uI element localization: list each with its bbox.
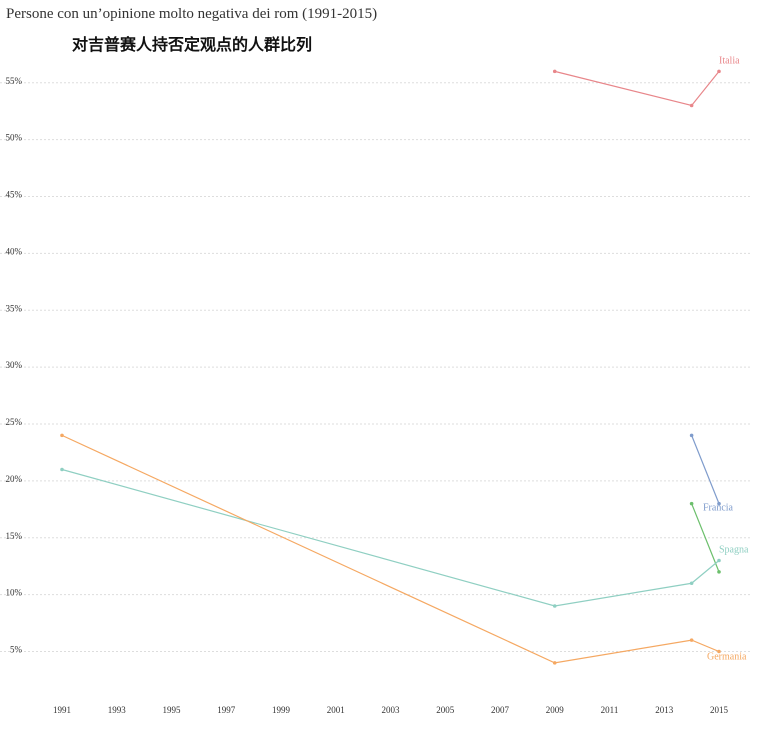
y-tick-label: 55% [6,76,23,86]
x-tick-label: 1997 [217,705,236,715]
x-tick-label: 1993 [108,705,127,715]
data-point [717,501,721,506]
data-point [689,433,694,438]
data-point [552,604,557,608]
data-point [717,69,721,74]
y-tick-label: 10% [6,588,23,598]
x-tick-label: 2009 [546,705,565,715]
chart-subtitle: 对吉普赛人持否定观点的人群比列 [72,35,312,54]
series-label: Francia [703,503,734,514]
chart-title: Persone con un’opinione molto negativa d… [6,6,377,22]
y-tick-label: 5% [10,645,23,655]
x-tick-label: 2005 [436,705,455,715]
series-label: Spagna [719,545,749,556]
data-point [60,433,64,438]
series-line [554,70,720,107]
x-tick-label: 2011 [601,705,619,715]
x-tick-label: 2007 [491,705,510,715]
x-tick-label: 2015 [710,705,729,715]
data-point [60,467,64,472]
x-tick-label: 2001 [327,705,345,715]
x-tick-label: 2003 [382,705,401,715]
series-line [691,503,720,573]
y-tick-label: 15% [6,531,23,541]
y-tick-label: 50% [6,133,23,143]
y-tick-label: 40% [6,246,23,256]
x-tick-label: 1991 [53,705,71,715]
data-point [717,558,721,563]
series-line [61,434,720,664]
data-point [689,581,694,586]
series-line [61,468,720,607]
x-tick-label: 1995 [163,705,182,715]
y-tick-label: 35% [6,303,23,313]
data-point [552,661,557,665]
x-tick-label: 1999 [272,705,291,715]
series-line [691,435,720,504]
series-label: Italia [719,55,740,66]
data-point [689,638,694,642]
y-tick-label: 30% [6,360,23,370]
y-tick-label: 45% [6,190,23,200]
data-point [717,570,721,574]
data-point [689,501,694,506]
data-point [552,69,557,74]
data-point [689,103,694,108]
data-point [717,649,721,654]
series-label: Germania [707,652,747,663]
x-tick-label: 2013 [655,705,674,715]
y-tick-label: 20% [6,474,23,484]
y-tick-label: 25% [6,417,23,427]
